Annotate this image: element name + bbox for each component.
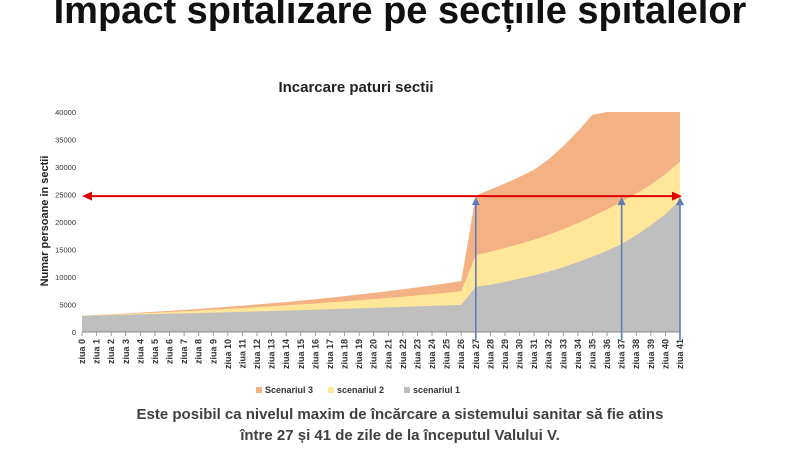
x-tick-label: ziua 0 [77, 339, 87, 364]
x-tick-label: ziua 30 [515, 339, 525, 369]
chart-title: Incarcare paturi sectii [278, 79, 433, 96]
caption-line-1: Este posibil ca nivelul maxim de încărca… [136, 406, 664, 423]
x-tick-label: ziua 10 [223, 339, 233, 369]
x-tick-label: ziua 39 [646, 339, 656, 369]
x-tick-label: ziua 23 [412, 339, 422, 369]
legend-label: scenariul 2 [337, 385, 384, 395]
x-tick-label: ziua 37 [617, 339, 627, 369]
x-tick-label: ziua 38 [631, 339, 641, 369]
day-marker-arrowhead [617, 197, 626, 206]
y-axis-label: Numar persoane in sectii [39, 156, 51, 287]
x-tick-label: ziua 36 [602, 339, 612, 369]
legend-swatch [328, 387, 334, 393]
y-tick-label: 40000 [55, 108, 76, 117]
y-tick-label: 0 [72, 328, 76, 337]
marker-group [82, 191, 684, 340]
x-tick-label: ziua 25 [442, 339, 452, 369]
x-tick-label: ziua 16 [310, 339, 320, 369]
x-tick-label: ziua 11 [237, 339, 247, 369]
x-tick-label: ziua 21 [383, 339, 393, 369]
y-tick-label: 20000 [55, 218, 76, 227]
x-tick-label: ziua 1 [92, 339, 102, 364]
x-tick-label: ziua 7 [179, 339, 189, 364]
legend-label: Scenariul 3 [265, 385, 313, 395]
x-tick-label: ziua 5 [150, 339, 160, 364]
legend-swatch [404, 387, 410, 393]
threshold-arrowhead-left [82, 191, 92, 201]
area-series-3 [82, 200, 680, 332]
x-tick-label: ziua 4 [135, 339, 145, 364]
x-tick-label: ziua 2 [106, 339, 116, 364]
x-tick-label: ziua 22 [398, 339, 408, 369]
y-tick-label: 25000 [55, 191, 76, 200]
x-tick-label: ziua 28 [485, 339, 495, 369]
x-tick-label: ziua 24 [427, 339, 437, 369]
day-marker-arrowhead [676, 197, 684, 206]
legend-label: scenariul 1 [413, 385, 460, 395]
x-tick-label: ziua 17 [325, 339, 335, 369]
legend-swatch [256, 387, 262, 393]
x-tick-label: ziua 32 [544, 339, 554, 369]
x-tick-label: ziua 8 [194, 339, 204, 364]
day-marker-arrowhead [471, 197, 480, 206]
axis-group: 0 5000 10000 15000 20000 25000 30000 35000 40000… [55, 108, 685, 369]
y-tick-label: 5000 [59, 301, 76, 310]
x-tick-label: ziua 14 [281, 339, 291, 369]
x-tick-label: ziua 27 [471, 339, 481, 369]
x-tick-label: ziua 12 [252, 339, 262, 369]
slide-title: Impact spitalizare pe secțiile spitalelo… [53, 0, 747, 32]
caption: Este posibil ca nivelul maxim de încărca… [0, 404, 800, 446]
y-tick-label: 15000 [55, 246, 76, 255]
x-tick-label: ziua 18 [340, 339, 350, 369]
x-tick-label: ziua 3 [121, 339, 131, 364]
legend: Scenariul 3 scenariul 2 scenariul 1 [256, 385, 460, 395]
area-series-group [82, 112, 680, 332]
x-tick-label: ziua 35 [587, 339, 597, 369]
y-tick-label: 35000 [55, 136, 76, 145]
x-tick-label: ziua 6 [165, 339, 175, 364]
x-tick-label: ziua 19 [354, 339, 364, 369]
x-tick-label: ziua 15 [296, 339, 306, 369]
x-tick-label: ziua 33 [558, 339, 568, 369]
x-tick-label: ziua 40 [660, 339, 670, 369]
x-tick-label: ziua 34 [573, 339, 583, 369]
y-tick-label: 10000 [55, 273, 76, 282]
y-tick-label: 30000 [55, 163, 76, 172]
caption-line-2: între 27 și 41 de zile de la începutul V… [240, 427, 560, 444]
x-tick-label: ziua 13 [267, 339, 277, 369]
x-tick-label: ziua 9 [208, 339, 218, 364]
x-tick-label: ziua 20 [369, 339, 379, 369]
x-tick-label: ziua 41 [675, 339, 685, 369]
x-tick-label: ziua 29 [500, 339, 510, 369]
x-tick-label: ziua 26 [456, 339, 466, 369]
threshold-arrowhead-right [672, 191, 682, 201]
x-tick-label: ziua 31 [529, 339, 539, 369]
